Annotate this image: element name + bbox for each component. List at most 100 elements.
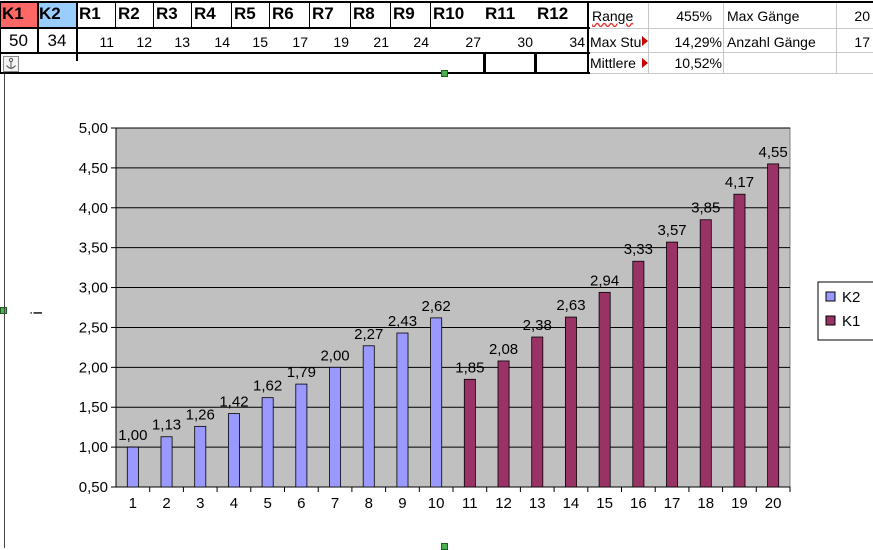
x-tick-label: 17	[664, 495, 681, 512]
x-tick-label: 5	[263, 495, 271, 512]
range-value[interactable]: 455%	[676, 8, 712, 24]
max-gaenge-label[interactable]: Max Gänge	[727, 8, 800, 24]
selection-handle[interactable]	[0, 307, 7, 314]
data-label: 2,62	[422, 298, 451, 315]
header-r2[interactable]: R2	[118, 4, 140, 23]
comment-indicator	[642, 58, 648, 68]
bar-k2	[430, 317, 443, 488]
legend-label-k1: K1	[842, 313, 860, 330]
data-label: 1,62	[253, 378, 282, 395]
bar-k2	[396, 332, 409, 488]
bar-k2	[362, 345, 375, 488]
data-label: 2,08	[489, 341, 518, 358]
x-tick-label: 4	[230, 495, 238, 512]
x-tick-label: 6	[297, 495, 305, 512]
value-r1[interactable]: 11	[99, 34, 114, 50]
x-tick-label: 14	[563, 495, 580, 512]
data-label: 1,26	[186, 406, 215, 423]
value-r10[interactable]: 27	[465, 34, 481, 50]
value-k1[interactable]: 50	[9, 31, 28, 50]
header-r8[interactable]: R8	[353, 4, 375, 23]
anzahl-gaenge-label[interactable]: Anzahl Gänge	[727, 34, 816, 50]
header-r10[interactable]: R10	[433, 4, 465, 23]
header-r11[interactable]: R11	[485, 4, 516, 23]
y-axis-label: i	[29, 311, 46, 315]
header-r5[interactable]: R5	[234, 4, 256, 23]
bar-k2	[261, 397, 274, 488]
value-r12[interactable]: 34	[569, 34, 585, 50]
header-r4[interactable]: R4	[194, 4, 216, 23]
comment-indicator	[642, 36, 648, 46]
bar-k1	[463, 378, 476, 488]
header-r12[interactable]: R12	[537, 4, 569, 23]
x-tick-label: 10	[428, 495, 445, 512]
data-label: 3,33	[624, 241, 653, 258]
x-tick-label: 16	[630, 495, 647, 512]
data-label: 3,85	[691, 200, 720, 217]
bar-k1	[598, 291, 611, 488]
value-r3[interactable]: 13	[174, 34, 190, 50]
data-label: 2,94	[590, 272, 619, 289]
x-tick-label: 11	[462, 495, 478, 512]
bar-k2	[126, 446, 139, 488]
max-stu-label[interactable]: Max Stu	[590, 34, 642, 50]
value-r6[interactable]: 17	[292, 34, 308, 50]
bar-k1	[632, 260, 645, 488]
bar-k1	[564, 316, 577, 488]
value-r11[interactable]: 30	[517, 34, 533, 50]
data-label: 1,13	[152, 417, 181, 434]
value-r9[interactable]: 24	[413, 34, 429, 50]
x-tick-label: 15	[596, 495, 613, 512]
value-r5[interactable]: 15	[252, 34, 268, 50]
range-label[interactable]: Range	[592, 8, 634, 24]
value-r4[interactable]: 14	[214, 34, 230, 50]
y-tick-label: 1,50	[79, 399, 108, 416]
value-r8[interactable]: 21	[373, 34, 389, 50]
value-k2[interactable]: 34	[47, 31, 67, 50]
legend-label-k2: K2	[842, 289, 860, 306]
data-label: 2,38	[523, 317, 552, 334]
header-r9[interactable]: R9	[393, 4, 415, 23]
x-tick-label: 8	[365, 495, 373, 512]
header-r6[interactable]: R6	[272, 4, 294, 23]
anzahl-gaenge-value[interactable]: 17	[854, 34, 870, 50]
data-label: 2,27	[354, 326, 383, 343]
y-tick-label: 0,50	[79, 479, 108, 496]
bar-k1	[699, 219, 712, 488]
data-label: 2,43	[388, 313, 417, 330]
y-tick-label: 1,00	[79, 439, 108, 456]
data-label: 2,63	[556, 297, 585, 314]
data-label: 1,85	[455, 359, 484, 376]
x-tick-label: 9	[398, 495, 406, 512]
header-k2[interactable]: K2	[37, 2, 77, 28]
bar-k2	[194, 425, 207, 488]
bar-k1	[733, 193, 746, 488]
max-gaenge-value[interactable]: 20	[854, 8, 870, 24]
anchor-icon[interactable]	[3, 56, 19, 72]
header-r1[interactable]: R1	[79, 4, 101, 23]
value-r7[interactable]: 19	[333, 34, 349, 50]
bar-k2	[227, 413, 240, 488]
mittlere-label[interactable]: Mittlere	[590, 55, 636, 71]
selection-handle[interactable]	[441, 70, 448, 77]
legend-swatch-k2	[825, 291, 836, 302]
y-tick-label: 4,00	[79, 200, 108, 217]
bar-k1	[666, 241, 679, 488]
x-tick-label: 18	[697, 495, 714, 512]
mittlere-value[interactable]: 10,52%	[674, 55, 722, 71]
x-tick-label: 1	[129, 495, 137, 512]
data-label: 1,00	[118, 427, 147, 444]
x-tick-label: 20	[765, 495, 782, 512]
bar-k2	[295, 383, 308, 488]
header-r7[interactable]: R7	[312, 4, 334, 23]
bar-k1	[767, 163, 780, 488]
x-tick-label: 19	[731, 495, 748, 512]
max-stu-value[interactable]: 14,29%	[674, 34, 722, 50]
x-tick-label: 12	[495, 495, 512, 512]
x-tick-label: 7	[331, 495, 339, 512]
header-k1[interactable]: K1	[0, 2, 37, 28]
data-label: 1,42	[219, 394, 248, 411]
value-r2[interactable]: 12	[136, 34, 152, 50]
bar-k1	[531, 336, 544, 488]
header-r3[interactable]: R3	[156, 4, 178, 23]
